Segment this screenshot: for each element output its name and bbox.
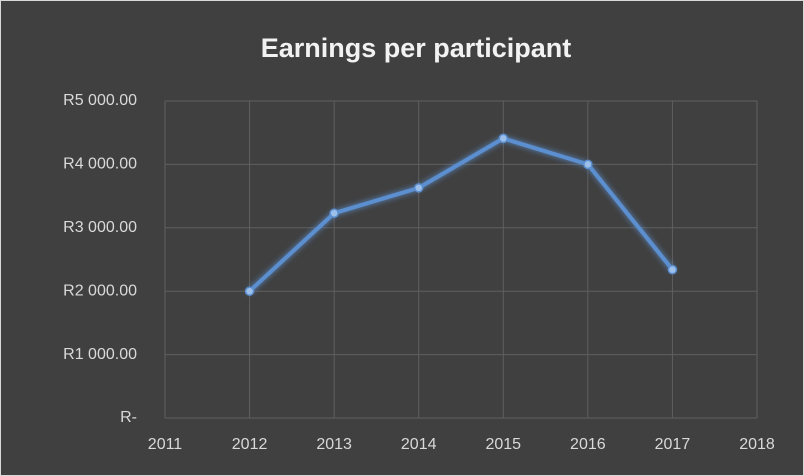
data-point [667, 264, 678, 275]
x-tick-label: 2018 [739, 436, 775, 453]
y-tick-label: R5 000.00 [63, 92, 137, 109]
x-tick-label: 2012 [232, 436, 268, 453]
data-point [329, 208, 339, 218]
data-point [244, 286, 255, 296]
data-point [413, 183, 424, 193]
x-tick-label: 2016 [570, 436, 606, 453]
y-tick-label: R3 000.00 [63, 219, 137, 236]
data-point [498, 133, 509, 144]
y-tick-label: R4 000.00 [63, 156, 137, 173]
series-line [247, 136, 675, 294]
x-tick-label: 2017 [655, 436, 691, 453]
x-tick-label: 2011 [148, 436, 183, 453]
x-tick-label: 2013 [316, 436, 352, 453]
y-tick-label: R- [120, 409, 137, 426]
y-tick-label: R2 000.00 [63, 282, 137, 299]
chart-title: Earnings per participant [261, 33, 572, 63]
data-point [583, 159, 593, 170]
y-tick-label: R1 000.00 [63, 346, 137, 363]
x-tick-label: 2014 [401, 436, 437, 453]
x-tick-label: 2015 [485, 436, 521, 453]
